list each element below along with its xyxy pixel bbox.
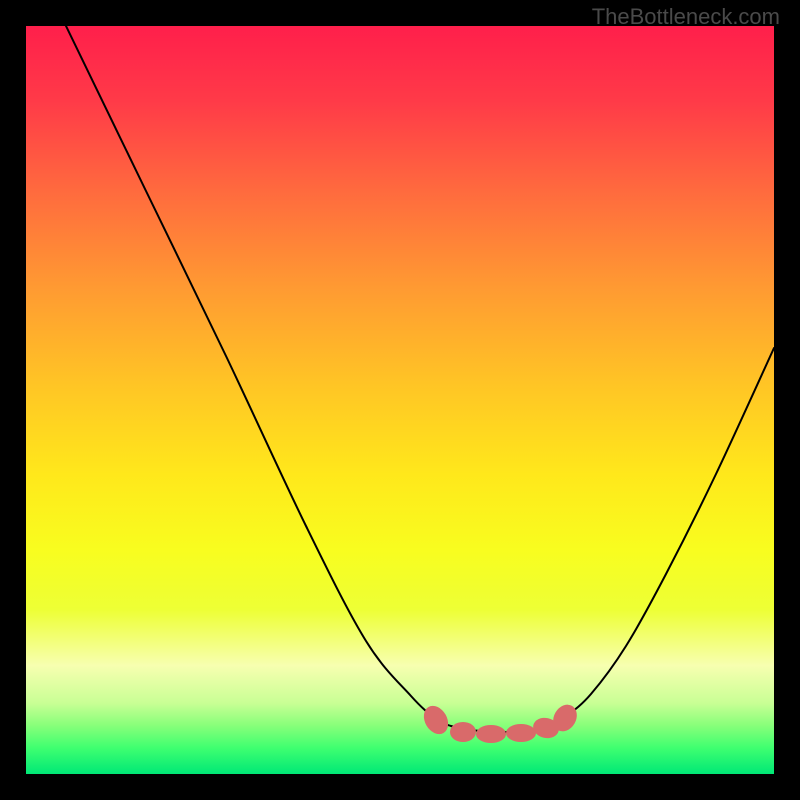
chart-svg xyxy=(26,26,774,774)
plot-area xyxy=(26,26,774,774)
gradient-background xyxy=(26,26,774,774)
watermark-text: TheBottleneck.com xyxy=(592,4,780,30)
